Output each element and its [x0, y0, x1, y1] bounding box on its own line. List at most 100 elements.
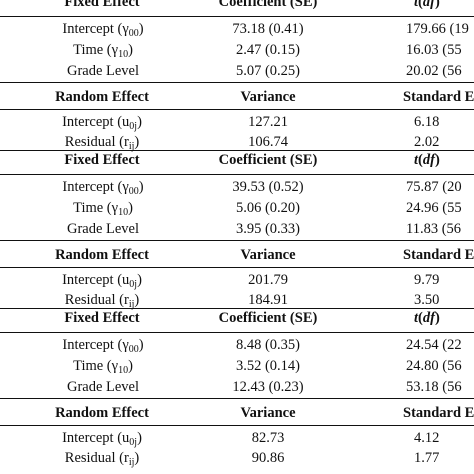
gamma-symbol: γ	[111, 42, 119, 58]
gamma-symbol: γ	[122, 337, 129, 353]
df-symbol: df	[422, 0, 435, 10]
label-text: Time (	[73, 358, 112, 374]
fixed-effect-header: Fixed Effect	[64, 0, 140, 10]
random-header-rule	[0, 109, 474, 110]
fixed-header-rule	[0, 16, 474, 17]
variance-value: 127.21	[248, 114, 288, 130]
coefficient-header: Coefficient (SE)	[218, 0, 318, 10]
label-text: Residual (r	[64, 450, 129, 466]
coefficient-value: 2.47 (0.15)	[235, 42, 301, 58]
subscript: ij	[128, 457, 135, 468]
subscript: 10	[118, 365, 129, 376]
coefficient-value: 73.18 (0.41)	[232, 21, 304, 37]
variance-value: 82.73	[251, 430, 285, 446]
random-effect-label: Residual (rij)	[0, 133, 204, 152]
subscript: ij	[128, 141, 135, 152]
variance-header: Variance	[240, 89, 296, 105]
variance-header: Variance	[240, 405, 296, 421]
variance-value: 106.74	[248, 134, 288, 150]
t-symbol: t	[414, 152, 419, 168]
subscript: 0j	[129, 279, 138, 290]
label-text: Intercept (	[62, 21, 123, 37]
df-symbol: df	[422, 310, 435, 326]
standard-error-header: Standard E	[403, 247, 474, 263]
subscript: 10	[118, 49, 129, 60]
standard-error-value: 1.77	[414, 450, 440, 466]
label-text: Intercept (u	[62, 272, 130, 288]
standard-error-header: Standard E	[403, 89, 474, 105]
coefficient-header: Coefficient (SE)	[218, 152, 318, 168]
label-text: Grade Level	[66, 63, 140, 79]
label-text: Residual (r	[64, 134, 129, 150]
gamma-symbol: γ	[111, 358, 119, 374]
coefficient-value: 5.06 (0.20)	[235, 200, 301, 216]
subscript: ij	[128, 299, 135, 310]
t-close-paren: )	[434, 310, 440, 326]
gamma-symbol: γ	[122, 21, 129, 37]
fixed-effect-label: Grade Level	[0, 378, 206, 396]
label-text: Grade Level	[66, 221, 140, 237]
fixed-section-bottom-rule	[0, 398, 474, 399]
label-text: Grade Level	[66, 379, 140, 395]
variance-value: 184.91	[248, 292, 288, 308]
t-open-paren: (	[418, 0, 423, 10]
random-effect-label: Intercept (u0j)	[0, 113, 204, 132]
random-effect-label: Residual (rij)	[0, 449, 204, 468]
t-value: 179.66 (19	[406, 21, 469, 37]
coefficient-value: 39.53 (0.52)	[232, 179, 304, 195]
label-text: Intercept (	[62, 337, 123, 353]
fixed-effect-label: Grade Level	[0, 62, 206, 80]
close-paren: )	[138, 179, 144, 195]
coefficient-header: Coefficient (SE)	[218, 310, 318, 326]
label-text: Time (	[73, 42, 112, 58]
fixed-effect-label: Time (γ10)	[0, 199, 206, 218]
fixed-effect-header: Fixed Effect	[64, 310, 140, 326]
fixed-section-bottom-rule	[0, 240, 474, 241]
t-value: 75.87 (20	[406, 179, 462, 195]
subscript: 00	[128, 186, 139, 197]
coefficient-value: 3.95 (0.33)	[235, 221, 301, 237]
standard-error-value: 3.50	[414, 292, 440, 308]
t-value: 24.96 (55	[406, 200, 462, 216]
fixed-effect-label: Intercept (γ00)	[0, 178, 206, 197]
fixed-effect-label: Time (γ10)	[0, 357, 206, 376]
t-value: 20.02 (56	[406, 63, 462, 79]
close-paren: )	[137, 272, 142, 288]
label-text: Intercept (	[62, 179, 123, 195]
random-effect-header: Random Effect	[55, 247, 149, 263]
close-paren: )	[138, 337, 144, 353]
subscript: 00	[128, 344, 139, 355]
close-paren: )	[134, 134, 140, 150]
fixed-section-bottom-rule	[0, 82, 474, 83]
standard-error-value: 6.18	[414, 114, 440, 130]
coefficient-value: 12.43 (0.23)	[232, 379, 304, 395]
standard-error-header: Standard E	[403, 405, 474, 421]
t-open-paren: (	[418, 152, 423, 168]
subscript: 00	[128, 28, 139, 39]
t-df-header: t(df)	[414, 151, 440, 169]
t-open-paren: (	[418, 310, 423, 326]
random-effect-header: Random Effect	[55, 89, 149, 105]
coefficient-value: 8.48 (0.35)	[235, 337, 301, 353]
label-text: Residual (r	[64, 292, 129, 308]
variance-header: Variance	[240, 247, 296, 263]
close-paren: )	[128, 358, 133, 374]
gamma-symbol: γ	[122, 179, 129, 195]
gamma-symbol: γ	[111, 200, 119, 216]
standard-error-value: 4.12	[414, 430, 440, 446]
fixed-effect-label: Intercept (γ00)	[0, 336, 206, 355]
close-paren: )	[138, 21, 144, 37]
t-symbol: t	[414, 0, 419, 10]
fixed-effect-header: Fixed Effect	[64, 152, 140, 168]
t-value: 24.54 (22	[406, 337, 462, 353]
t-value: 16.03 (55	[406, 42, 462, 58]
random-effect-header: Random Effect	[55, 405, 149, 421]
coefficient-value: 5.07 (0.25)	[235, 63, 301, 79]
close-paren: )	[137, 430, 142, 446]
variance-value: 201.79	[248, 272, 288, 288]
t-value: 53.18 (56	[406, 379, 462, 395]
close-paren: )	[137, 114, 142, 130]
close-paren: )	[134, 450, 140, 466]
t-close-paren: )	[434, 0, 440, 10]
